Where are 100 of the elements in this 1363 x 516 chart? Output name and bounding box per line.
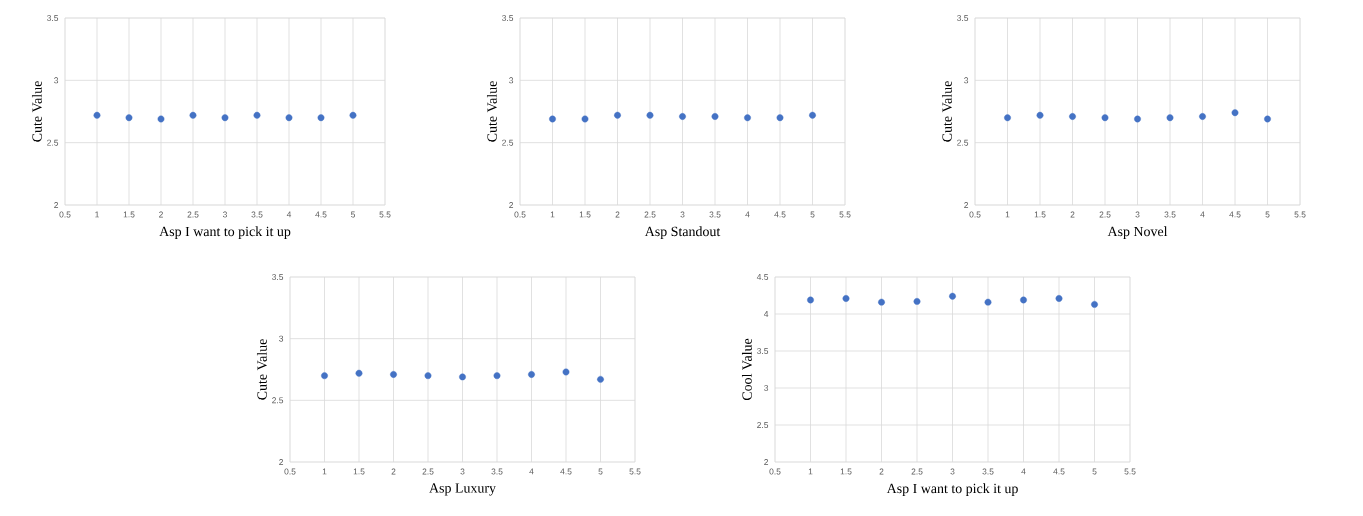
- x-tick-label: 1: [95, 211, 99, 218]
- x-tick-label: 4: [745, 211, 750, 218]
- x-tick-label: 4: [1021, 468, 1026, 475]
- x-tick-label: 3: [222, 211, 227, 218]
- x-tick-label: 5: [810, 211, 815, 218]
- y-tick-label: 3: [54, 77, 59, 84]
- point: [1231, 109, 1239, 117]
- y-tick-label: 4.5: [756, 274, 769, 280]
- point: [949, 292, 956, 300]
- x-tick-label: 5: [1265, 211, 1270, 218]
- x-axis-title: Asp Standout: [644, 226, 721, 239]
- point: [459, 373, 466, 381]
- x-tick-label: 2: [615, 211, 620, 218]
- x-tick-label: 2: [159, 211, 163, 218]
- y-tick-label: 2: [509, 202, 514, 208]
- x-tick-label: 3: [680, 211, 685, 218]
- point: [562, 368, 570, 376]
- x-tick-label: 2.5: [422, 468, 434, 475]
- y-tick-label: 2: [764, 459, 769, 465]
- x-tick-label: 3.5: [982, 468, 994, 475]
- y-tick-label: 3: [509, 77, 514, 84]
- y-axis-title: Cool Value: [741, 338, 752, 401]
- y-tick-label: 4: [763, 311, 769, 317]
- y-tick-label: 2.5: [757, 422, 769, 428]
- x-tick-label: 0.5: [514, 211, 526, 218]
- y-tick-label: 2.5: [957, 139, 969, 146]
- x-tick-label: 5: [1092, 468, 1097, 475]
- point: [1020, 296, 1027, 304]
- x-tick-label: 3.5: [491, 468, 503, 475]
- x-tick-label: 2.5: [644, 211, 656, 218]
- y-tick-label: 3: [964, 77, 969, 84]
- x-tick-label: 4: [286, 211, 292, 218]
- x-tick-label: 3.5: [251, 211, 263, 218]
- y-tick-label: 3.5: [757, 348, 769, 354]
- point: [807, 296, 814, 304]
- x-tick-label: 1: [322, 468, 327, 475]
- x-tick-label: 1.5: [579, 211, 591, 218]
- y-axis-title: Cute Value: [256, 339, 267, 400]
- x-tick-label: 0.5: [284, 468, 296, 475]
- y-tick-label: 2.5: [47, 139, 59, 146]
- x-tick-label: 1.5: [353, 468, 365, 475]
- x-tick-label: 5.5: [379, 211, 391, 218]
- y-tick-label: 3.5: [502, 15, 514, 21]
- point: [390, 371, 397, 378]
- x-axis-title: Asp Novel: [1107, 226, 1168, 239]
- x-tick-label: 4: [1200, 211, 1205, 218]
- point: [1199, 113, 1206, 120]
- point: [355, 369, 363, 377]
- x-tick-label: 2.5: [1099, 211, 1111, 218]
- x-tick-label: 2: [391, 468, 396, 475]
- x-tick-label: 5.5: [1124, 468, 1136, 475]
- y-tick-label: 3: [279, 335, 284, 342]
- x-tick-label: 5: [350, 211, 356, 218]
- x-tick-label: 3.5: [1164, 211, 1176, 218]
- point: [1069, 113, 1076, 120]
- x-tick-label: 1: [1005, 211, 1010, 218]
- x-tick-label: 4.5: [1053, 468, 1065, 475]
- point: [1055, 295, 1063, 302]
- x-tick-label: 0.5: [59, 211, 71, 218]
- x-tick-label: 5: [598, 468, 603, 475]
- point: [913, 298, 921, 305]
- x-tick-label: 5.5: [1294, 211, 1306, 218]
- y-tick-label: 2: [279, 459, 284, 465]
- point: [1101, 114, 1109, 122]
- x-axis-title: Asp Luxury: [429, 483, 496, 496]
- point: [1134, 115, 1141, 123]
- y-tick-label: 3: [764, 385, 769, 391]
- x-tick-label: 0.5: [969, 211, 981, 218]
- point: [597, 375, 604, 383]
- x-tick-label: 4.5: [774, 211, 786, 218]
- x-tick-label: 3.5: [709, 211, 721, 218]
- y-tick-label: 2: [964, 202, 969, 208]
- x-tick-label: 2: [1070, 211, 1075, 218]
- x-tick-label: 1: [550, 211, 555, 218]
- point: [1264, 115, 1271, 123]
- y-axis-title: Cute Value: [31, 81, 42, 142]
- point: [984, 298, 992, 306]
- point: [842, 295, 850, 302]
- x-axis-title: Asp I want to pick it up: [159, 226, 291, 239]
- x-tick-label: 1: [808, 468, 813, 475]
- x-tick-label: 2: [879, 468, 884, 475]
- point: [878, 298, 885, 306]
- y-tick-label: 2: [54, 202, 59, 208]
- x-tick-label: 0.5: [769, 468, 781, 475]
- y-axis-title: Cute Value: [486, 81, 497, 142]
- point: [424, 372, 432, 380]
- point: [493, 372, 501, 380]
- y-tick-label: 3.5: [47, 15, 59, 21]
- y-tick-label: 3.5: [272, 274, 284, 280]
- y-axis-title: Cute Value: [941, 81, 952, 142]
- x-axis-title: Asp I want to pick it up: [886, 483, 1018, 496]
- x-tick-label: 3: [950, 468, 955, 475]
- y-tick-label: 2.5: [272, 397, 284, 404]
- point: [1036, 111, 1044, 119]
- point: [1004, 114, 1011, 122]
- point: [528, 371, 535, 378]
- x-tick-label: 1.5: [840, 468, 852, 475]
- x-tick-label: 4.5: [315, 211, 327, 218]
- x-tick-label: 5.5: [629, 468, 641, 475]
- x-tick-label: 4.5: [1229, 211, 1241, 218]
